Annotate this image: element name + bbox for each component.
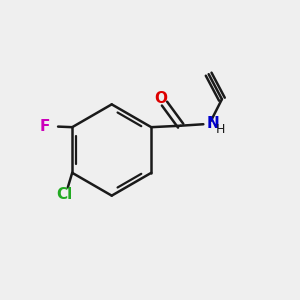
Text: Cl: Cl: [57, 188, 73, 202]
Text: F: F: [40, 119, 50, 134]
Text: H: H: [216, 123, 225, 136]
Text: N: N: [207, 116, 220, 131]
Text: O: O: [154, 92, 167, 106]
